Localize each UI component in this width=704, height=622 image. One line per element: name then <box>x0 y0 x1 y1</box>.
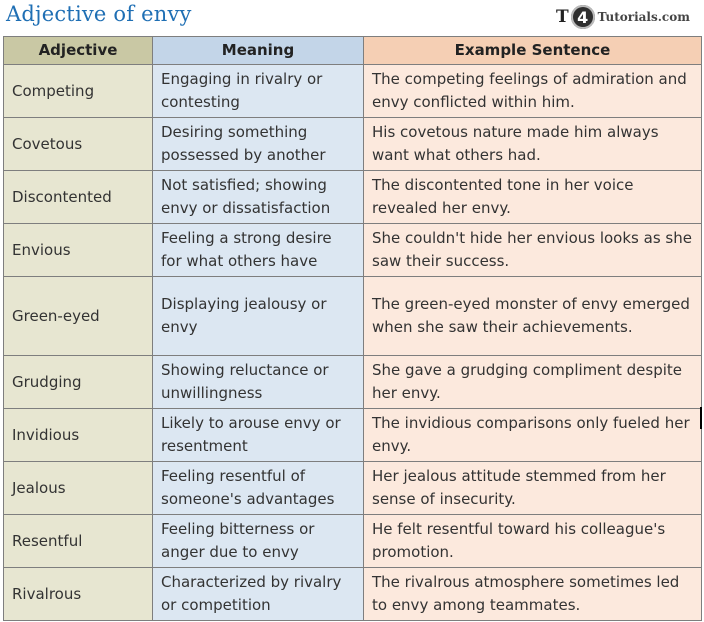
meaning-cell: Characterized by rivalry or competition <box>152 567 364 621</box>
header-adjective: Adjective <box>3 36 153 65</box>
adjective-cell: Envious <box>3 223 153 277</box>
header-example-sentence: Example Sentence <box>363 36 702 65</box>
text-cursor <box>700 407 702 429</box>
table-header-row: Adjective Meaning Example Sentence <box>3 36 702 65</box>
table-row: Resentful Feeling bitterness or anger du… <box>3 514 702 568</box>
meaning-cell: Feeling a strong desire for what others … <box>152 223 364 277</box>
adjective-cell: Jealous <box>3 461 153 515</box>
meaning-cell: Engaging in rivalry or contesting <box>152 64 364 118</box>
logo-t: T <box>556 7 569 27</box>
example-cell: Her jealous attitude stemmed from her se… <box>363 461 702 515</box>
adjective-cell: Competing <box>3 64 153 118</box>
adjective-cell: Green-eyed <box>3 276 153 356</box>
example-cell: The invidious comparisons only fueled he… <box>363 408 702 462</box>
meaning-cell: Likely to arouse envy or resentment <box>152 408 364 462</box>
example-cell: She gave a grudging compliment despite h… <box>363 355 702 409</box>
table-row: Rivalrous Characterized by rivalry or co… <box>3 567 702 621</box>
example-cell: The green-eyed monster of envy emerged w… <box>363 276 702 356</box>
example-cell: His covetous nature made him always want… <box>363 117 702 171</box>
meaning-cell: Displaying jealousy or envy <box>152 276 364 356</box>
adjective-cell: Invidious <box>3 408 153 462</box>
example-cell: The competing feelings of admiration and… <box>363 64 702 118</box>
meaning-cell: Showing reluctance or unwillingness <box>152 355 364 409</box>
meaning-cell: Not satisfied; showing envy or dissatisf… <box>152 170 364 224</box>
table-row: Covetous Desiring something possessed by… <box>3 117 702 171</box>
example-cell: The discontented tone in her voice revea… <box>363 170 702 224</box>
table-row: Jealous Feeling resentful of someone's a… <box>3 461 702 515</box>
table-row: Invidious Likely to arouse envy or resen… <box>3 408 702 462</box>
example-cell: The rivalrous atmosphere sometimes led t… <box>363 567 702 621</box>
header-meaning: Meaning <box>152 36 364 65</box>
meaning-cell: Desiring something possessed by another <box>152 117 364 171</box>
site-logo[interactable]: T 4 Tutorials.com <box>556 5 690 29</box>
table-row: Grudging Showing reluctance or unwilling… <box>3 355 702 409</box>
adjective-cell: Grudging <box>3 355 153 409</box>
table-row: Discontented Not satisfied; showing envy… <box>3 170 702 224</box>
example-cell: He felt resentful toward his colleague's… <box>363 514 702 568</box>
table-row: Competing Engaging in rivalry or contest… <box>3 64 702 118</box>
table-row: Green-eyed Displaying jealousy or envy T… <box>3 276 702 356</box>
example-cell: She couldn't hide her envious looks as s… <box>363 223 702 277</box>
logo-text: Tutorials.com <box>597 10 690 24</box>
adjective-cell: Covetous <box>3 117 153 171</box>
logo-four-badge: 4 <box>570 5 595 29</box>
page-title: Adjective of envy <box>6 2 192 26</box>
adjective-cell: Resentful <box>3 514 153 568</box>
table-row: Envious Feeling a strong desire for what… <box>3 223 702 277</box>
adjective-cell: Discontented <box>3 170 153 224</box>
meaning-cell: Feeling resentful of someone's advantage… <box>152 461 364 515</box>
meaning-cell: Feeling bitterness or anger due to envy <box>152 514 364 568</box>
envy-adjectives-table: Adjective Meaning Example Sentence Compe… <box>3 36 702 621</box>
adjective-cell: Rivalrous <box>3 567 153 621</box>
